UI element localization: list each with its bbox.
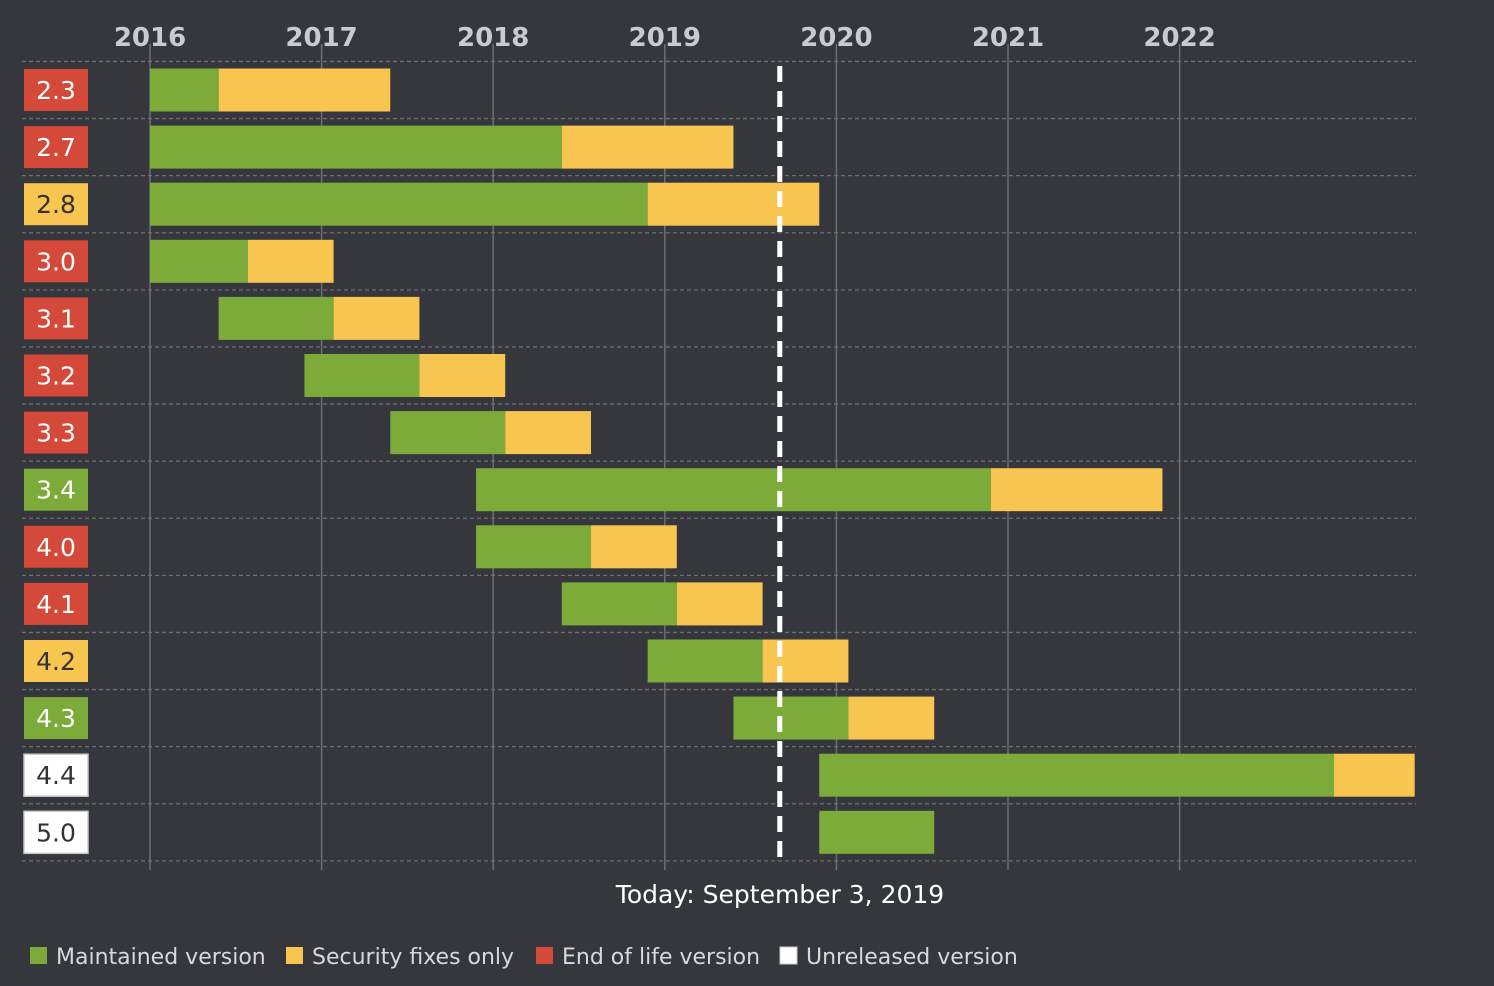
year-tick-label: 2020 (800, 23, 872, 53)
version-badge (24, 183, 88, 226)
maintained-bar (150, 182, 648, 226)
maintained-bar (819, 753, 1335, 797)
legend-label: Maintained version (56, 945, 266, 970)
version-badge (24, 126, 88, 169)
security-bar (848, 696, 935, 740)
legend-label: End of life version (562, 945, 760, 970)
today-label: Today: September 3, 2019 (615, 880, 944, 909)
year-tick-label: 2019 (629, 23, 701, 53)
version-badge (24, 297, 88, 340)
year-tick-label: 2016 (114, 23, 186, 53)
security-bar (419, 354, 506, 397)
security-bar (591, 525, 677, 569)
legend-label: Security fixes only (312, 945, 514, 970)
version-badge (24, 697, 88, 740)
version-badge (24, 354, 88, 397)
maintained-bar (390, 411, 506, 455)
year-tick-label: 2022 (1143, 23, 1215, 53)
security-bar (505, 411, 592, 455)
security-bar (1334, 753, 1415, 797)
security-bar (647, 182, 820, 226)
maintained-bar (150, 125, 562, 169)
version-label: 2.3 (36, 76, 76, 105)
maintained-bar (476, 468, 991, 512)
version-label: 3.1 (36, 304, 76, 333)
security-bar (218, 68, 391, 112)
version-label: 4.3 (36, 704, 76, 733)
maintained-bar (647, 639, 763, 683)
version-badge (23, 810, 89, 855)
legend-swatch (30, 947, 47, 964)
year-tick-label: 2021 (972, 23, 1044, 53)
version-label: 2.7 (36, 133, 76, 162)
version-label: 3.4 (36, 476, 76, 505)
version-label: 5.0 (36, 818, 76, 847)
version-label: 4.0 (36, 533, 76, 562)
version-label: 3.2 (36, 362, 76, 391)
version-badge (24, 640, 88, 682)
maintained-bar (304, 354, 420, 397)
version-badge (24, 69, 88, 111)
version-badge (23, 753, 89, 797)
version-label: 2.8 (36, 190, 76, 219)
maintained-bar (819, 810, 935, 854)
year-tick-label: 2018 (457, 23, 529, 53)
maintained-bar (476, 525, 592, 569)
grid (22, 44, 1416, 870)
legend-swatch (286, 947, 303, 964)
maintained-bar (150, 68, 219, 112)
version-label: 3.3 (36, 419, 76, 448)
legend-label: Unreleased version (806, 945, 1018, 970)
year-tick-label: 2017 (285, 23, 357, 53)
security-bar (676, 582, 763, 626)
version-badge (24, 468, 88, 511)
maintained-bar (218, 296, 334, 340)
version-label: 3.0 (36, 247, 76, 276)
maintained-bar (150, 239, 248, 283)
legend: Maintained version Security fixes only End… (30, 945, 1018, 970)
security-bar (333, 296, 420, 340)
version-badge (24, 411, 88, 454)
version-label: 4.1 (36, 590, 76, 619)
version-badge (24, 525, 88, 568)
version-label: 4.4 (36, 761, 76, 790)
security-bar (561, 125, 734, 169)
year-axis: 2016 2017 2018 2019 2020 2021 2022 (114, 23, 1216, 53)
maintained-bar (561, 582, 677, 626)
version-bars (150, 68, 1415, 854)
security-bar (762, 639, 849, 683)
security-bar (247, 239, 334, 283)
version-badge (24, 240, 88, 283)
version-labels: 2.3 2.7 2.8 3.0 3.1 3.2 3.3 3.4 4.0 4.1 4.2 4.3 4.4 5… (23, 69, 89, 855)
version-badge (24, 582, 88, 625)
legend-swatch (779, 946, 798, 965)
maintained-bar (733, 696, 849, 740)
version-label: 4.2 (36, 647, 76, 676)
security-bar (990, 468, 1163, 512)
legend-swatch (536, 947, 553, 964)
